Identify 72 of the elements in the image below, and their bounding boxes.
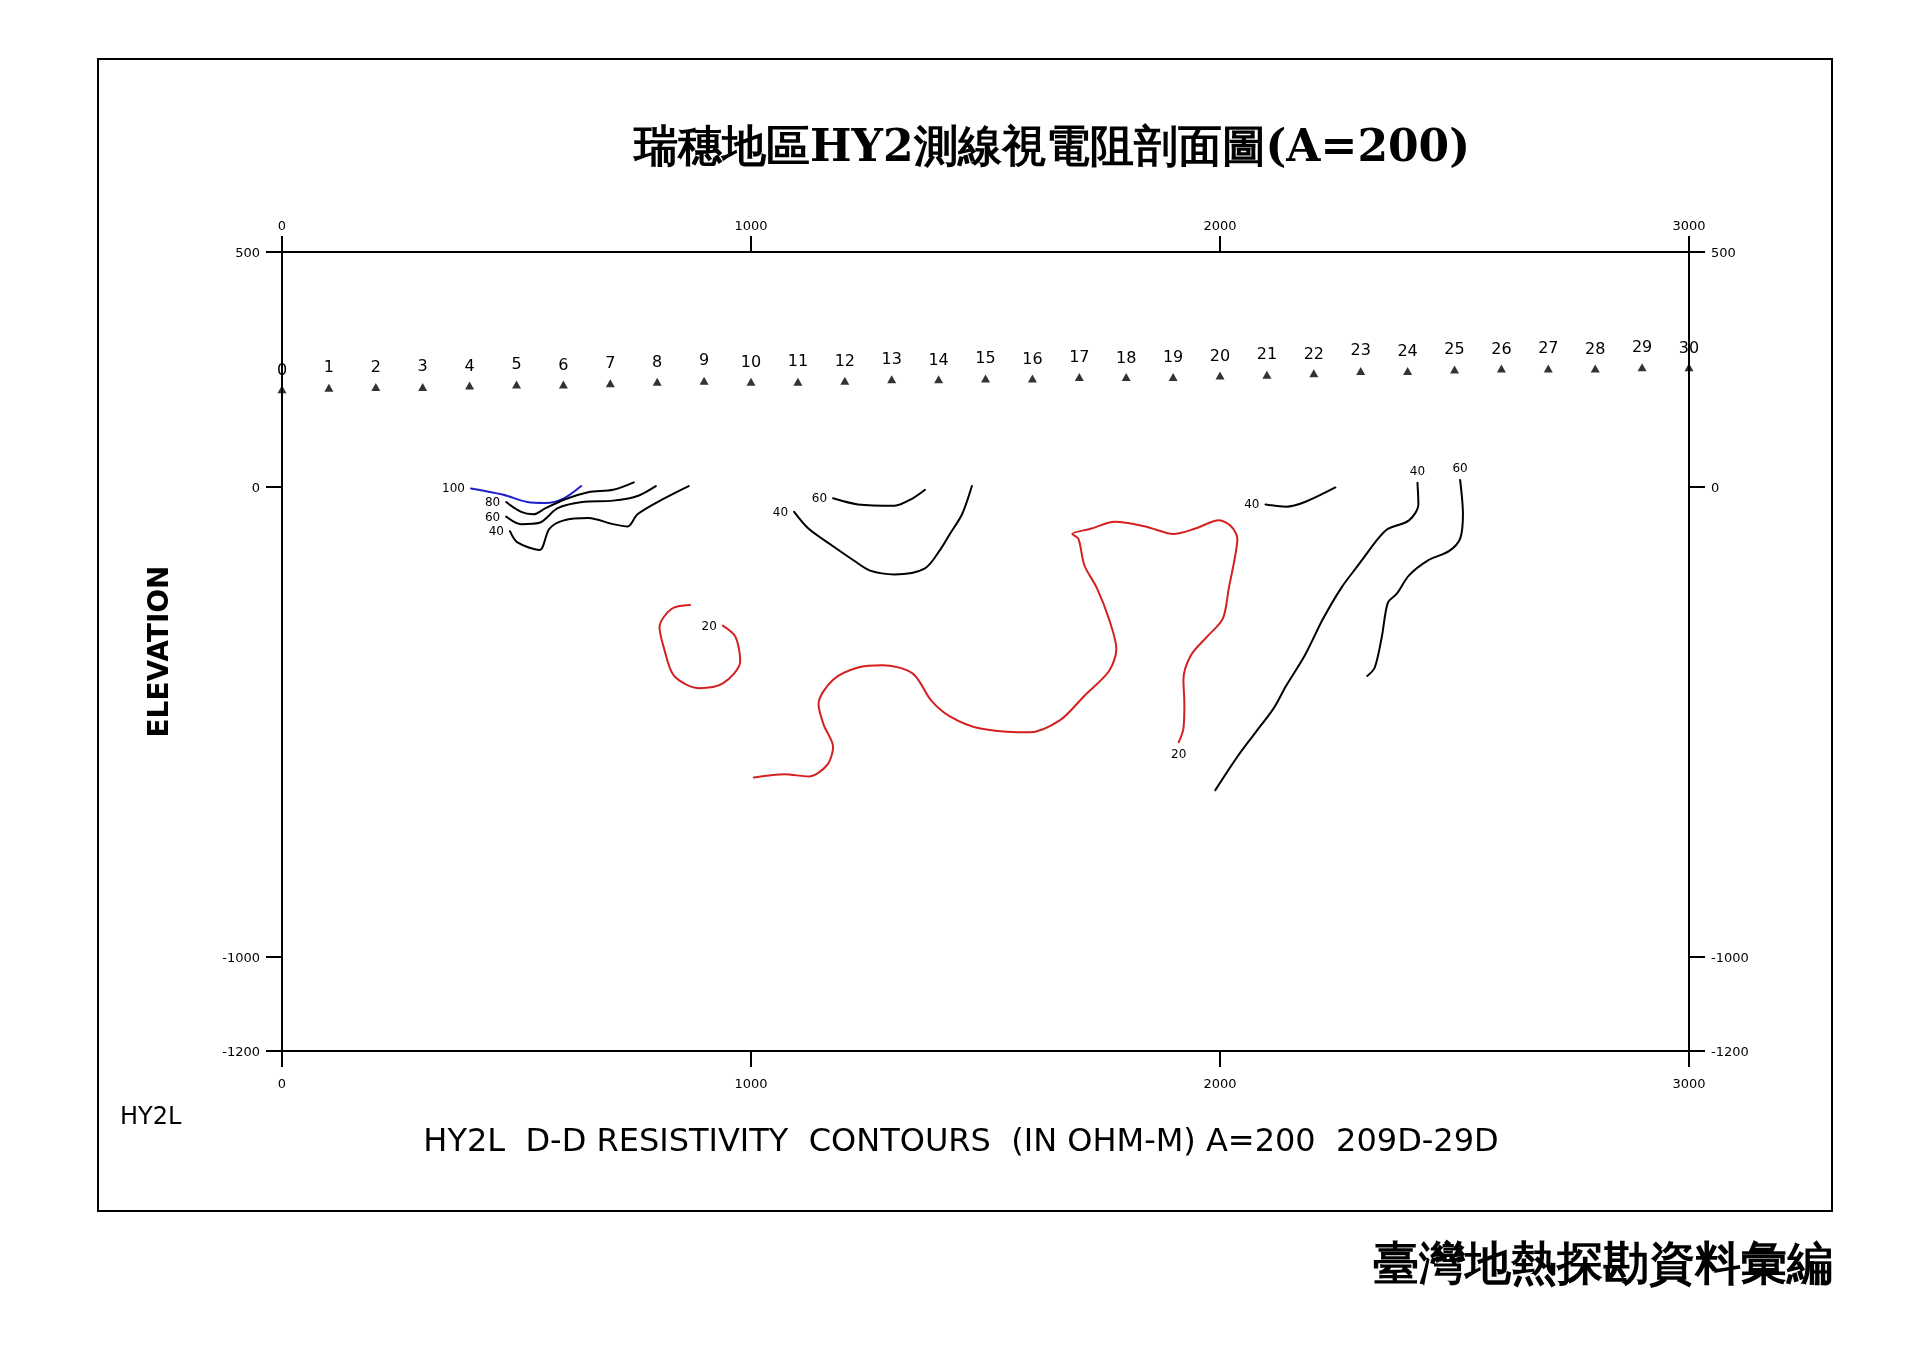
x2-tick-label: 3000 xyxy=(1672,1076,1706,1091)
annotation: 24 xyxy=(1397,341,1418,361)
annotation: 16 xyxy=(1022,348,1043,368)
annotation: 12 xyxy=(834,351,855,371)
y-axis-title: ELEVATION xyxy=(141,565,175,738)
line-series xyxy=(832,488,926,507)
annotation: 5 xyxy=(511,354,522,374)
y-tick-label: -1000 xyxy=(222,949,260,965)
annotation: 13 xyxy=(881,348,902,368)
series-label: 20 xyxy=(701,618,717,633)
y-tick-label: -1200 xyxy=(222,1043,260,1059)
line-series xyxy=(1366,478,1464,677)
line-series xyxy=(658,603,742,690)
line-series xyxy=(470,485,583,504)
line-series xyxy=(793,485,973,576)
line-series xyxy=(505,485,657,526)
annotation: 18 xyxy=(1116,347,1137,367)
line-series xyxy=(752,519,1239,779)
series-label: 80 xyxy=(484,495,501,510)
x-tick-label: 2000 xyxy=(1203,218,1237,233)
x-tick-label: 1000 xyxy=(734,218,768,233)
x2-tick-label: 0 xyxy=(277,1076,287,1091)
y-tick-label: 500 xyxy=(235,244,260,260)
line-series xyxy=(505,481,635,516)
annotation: 6 xyxy=(558,355,569,375)
annotation: 19 xyxy=(1162,346,1184,366)
annotation: 3 xyxy=(417,356,428,376)
x-tick-label: 3000 xyxy=(1672,218,1706,233)
annotation: 21 xyxy=(1256,344,1278,364)
annotation: 4 xyxy=(464,355,475,375)
annotation: 22 xyxy=(1303,343,1324,363)
line-series xyxy=(508,485,690,551)
y2-tick-label: -1000 xyxy=(1711,949,1749,965)
text: HY2L D-D RESISTIVITY CONTOURS (IN OHM-M) A=200 209D-29D xyxy=(423,1121,1499,1159)
annotation: 20 xyxy=(1209,346,1231,366)
text: 臺灣地熱探勘資料彙編 xyxy=(1373,1236,1833,1290)
chart-title: 瑞穗地區HY2測線視電阻剖面圖(A=200) xyxy=(631,119,1471,171)
series-label: 40 xyxy=(488,524,504,539)
annotation: 27 xyxy=(1538,338,1559,358)
annotation: 25 xyxy=(1444,339,1465,358)
annotation: 2 xyxy=(370,357,381,377)
annotation: 8 xyxy=(652,352,663,372)
series-label: 60 xyxy=(484,509,501,524)
series-label: 100 xyxy=(442,481,466,496)
y2-tick-label: 500 xyxy=(1711,244,1736,260)
text: HY2L xyxy=(120,1102,182,1130)
line-series xyxy=(1214,481,1420,792)
y2-tick-label: 0 xyxy=(1711,479,1720,495)
annotation: 23 xyxy=(1350,340,1371,360)
y-tick-label: 0 xyxy=(251,479,260,495)
x2-tick-label: 2000 xyxy=(1203,1076,1237,1091)
annotation: 28 xyxy=(1585,339,1606,359)
annotation: 14 xyxy=(928,349,949,369)
series-label: 40 xyxy=(772,504,789,519)
series-label: 60 xyxy=(1452,460,1468,475)
annotation: 1 xyxy=(323,357,334,377)
annotation: 17 xyxy=(1069,346,1090,366)
annotation: 11 xyxy=(787,351,809,371)
x-tick-label: 0 xyxy=(277,218,287,233)
annotation: 29 xyxy=(1631,336,1653,356)
series-label: 20 xyxy=(1171,747,1187,762)
y2-tick-label: -1200 xyxy=(1711,1043,1749,1059)
annotation: 15 xyxy=(975,347,996,367)
series-label: 40 xyxy=(1409,463,1426,478)
line-series xyxy=(1264,486,1337,508)
annotation: 7 xyxy=(605,352,616,372)
series-label: 40 xyxy=(1244,497,1260,512)
annotation: 9 xyxy=(699,350,710,370)
series-label: 60 xyxy=(811,491,828,506)
annotation: 10 xyxy=(740,352,762,372)
x2-tick-label: 1000 xyxy=(734,1076,768,1091)
annotation: 26 xyxy=(1491,339,1512,359)
